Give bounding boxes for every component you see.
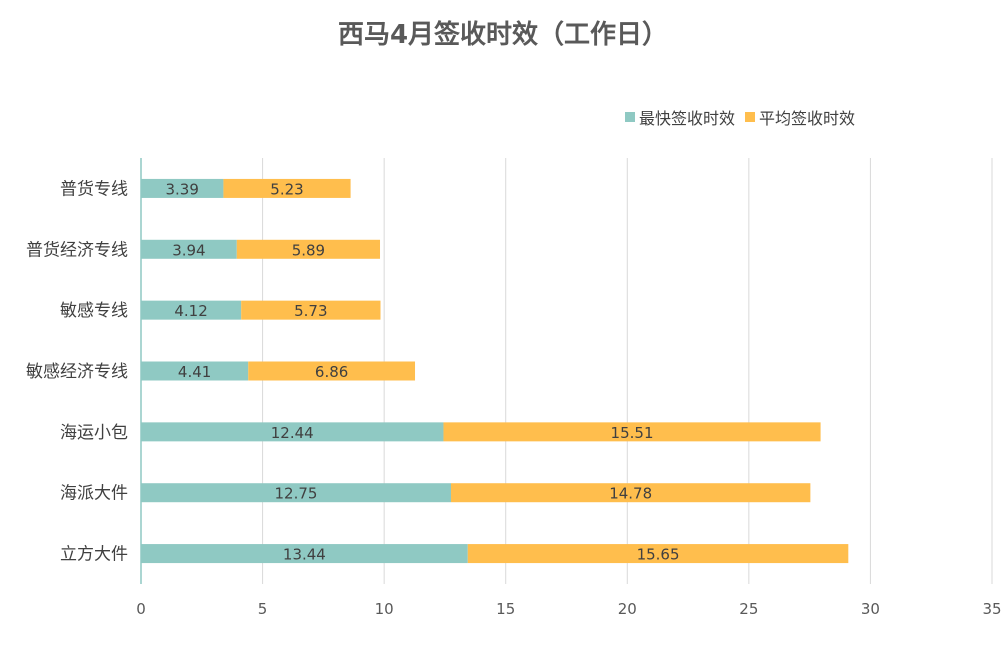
bar-average [248, 361, 416, 381]
x-tick-label-0: 0 [136, 600, 146, 618]
bar-fastest [141, 300, 242, 320]
x-tick-label-15: 15 [496, 600, 515, 618]
data-label-average: 15.51 [611, 424, 654, 442]
legend-swatch-average [745, 112, 756, 122]
x-tick-label-25: 25 [739, 600, 758, 618]
bar-average [451, 483, 811, 503]
data-label-fastest: 12.75 [275, 485, 318, 503]
x-tick-label-35: 35 [982, 600, 1001, 618]
category-label: 敏感经济专线 [26, 362, 128, 382]
bar-average [223, 178, 351, 198]
x-tick-label-5: 5 [258, 600, 268, 618]
data-label-average: 14.78 [609, 485, 652, 503]
bar-average [443, 422, 821, 442]
category-label: 海派大件 [60, 484, 128, 504]
data-label-fastest: 13.44 [283, 546, 326, 564]
data-label-fastest: 3.39 [166, 180, 199, 198]
bar-fastest [141, 422, 444, 442]
data-label-average: 15.65 [637, 546, 680, 564]
data-label-average: 6.86 [315, 363, 348, 381]
data-label-average: 5.23 [270, 180, 303, 198]
category-label: 敏感专线 [60, 301, 128, 321]
category-label: 立方大件 [60, 545, 128, 565]
bar-fastest [141, 178, 224, 198]
category-label: 普货专线 [60, 179, 128, 199]
data-label-average: 5.89 [292, 241, 325, 259]
bar-fastest [141, 239, 237, 259]
legend-label-fastest: 最快签收时效 [639, 109, 736, 128]
x-tick-label-30: 30 [861, 600, 880, 618]
data-label-fastest: 12.44 [271, 424, 314, 442]
data-label-average: 5.73 [294, 302, 327, 320]
data-label-fastest: 3.94 [172, 241, 205, 259]
category-label: 海运小包 [60, 423, 128, 443]
x-tick-label-20: 20 [618, 600, 637, 618]
bar-fastest [141, 483, 452, 503]
bar-average [467, 544, 849, 564]
x-tick-label-10: 10 [375, 600, 394, 618]
bar-average [236, 239, 381, 259]
legend-item-average: 平均签收时效 [745, 105, 855, 129]
chart-title: 西马4月签收时效（工作日） [337, 20, 669, 50]
bar-average [241, 300, 381, 320]
data-label-fastest: 4.41 [178, 363, 211, 381]
legend-label-average: 平均签收时效 [759, 109, 856, 128]
data-label-fastest: 4.12 [174, 302, 207, 320]
legend-swatch-fastest [625, 112, 635, 122]
bar-fastest [141, 544, 468, 564]
category-label: 普货经济专线 [26, 240, 128, 260]
legend: 最快签收时效 平均签收时效 [625, 105, 855, 129]
legend-item-fastest: 最快签收时效 [625, 105, 735, 129]
bar-fastest [141, 361, 249, 381]
